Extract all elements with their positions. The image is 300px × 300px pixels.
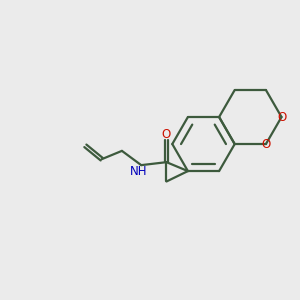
Text: O: O [277,110,286,124]
Text: O: O [261,138,271,151]
Text: O: O [162,128,171,141]
Text: NH: NH [130,165,147,178]
